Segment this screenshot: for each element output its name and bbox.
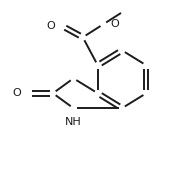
Text: O: O (46, 21, 55, 31)
Text: O: O (111, 19, 120, 29)
Text: NH: NH (65, 117, 82, 127)
Text: O: O (12, 88, 21, 98)
